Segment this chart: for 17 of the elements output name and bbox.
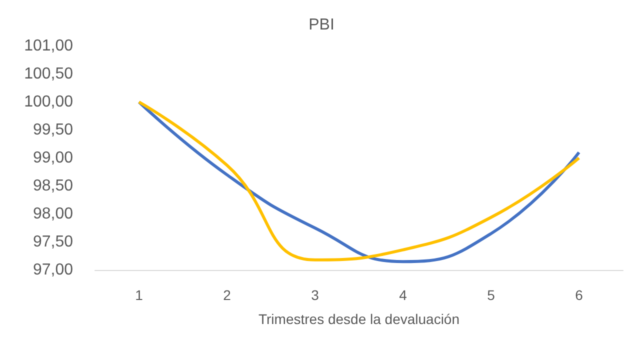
y-tick-label: 97,00 [32,262,74,278]
y-tick-label: 99,50 [32,122,74,138]
x-tick-label: 3 [311,287,320,303]
x-tick-label: 6 [575,287,584,303]
x-tick-label: 1 [135,287,144,303]
x-axis-title: Trimestres desde la devaluación [258,311,460,327]
x-tick-label: 4 [399,287,408,303]
y-tick-label: 98,50 [32,178,74,194]
y-tick-label: 98,00 [32,206,74,222]
x-tick-label: 5 [487,287,496,303]
y-tick-label: 97,50 [32,234,74,250]
y-tick-label: 99,00 [32,150,74,166]
chart-title: PBI [308,16,334,34]
y-tick-label: 101,00 [24,38,74,54]
y-tick-label: 100,00 [24,94,74,110]
y-tick-label: 100,50 [24,66,74,82]
x-tick-label: 2 [223,287,232,303]
